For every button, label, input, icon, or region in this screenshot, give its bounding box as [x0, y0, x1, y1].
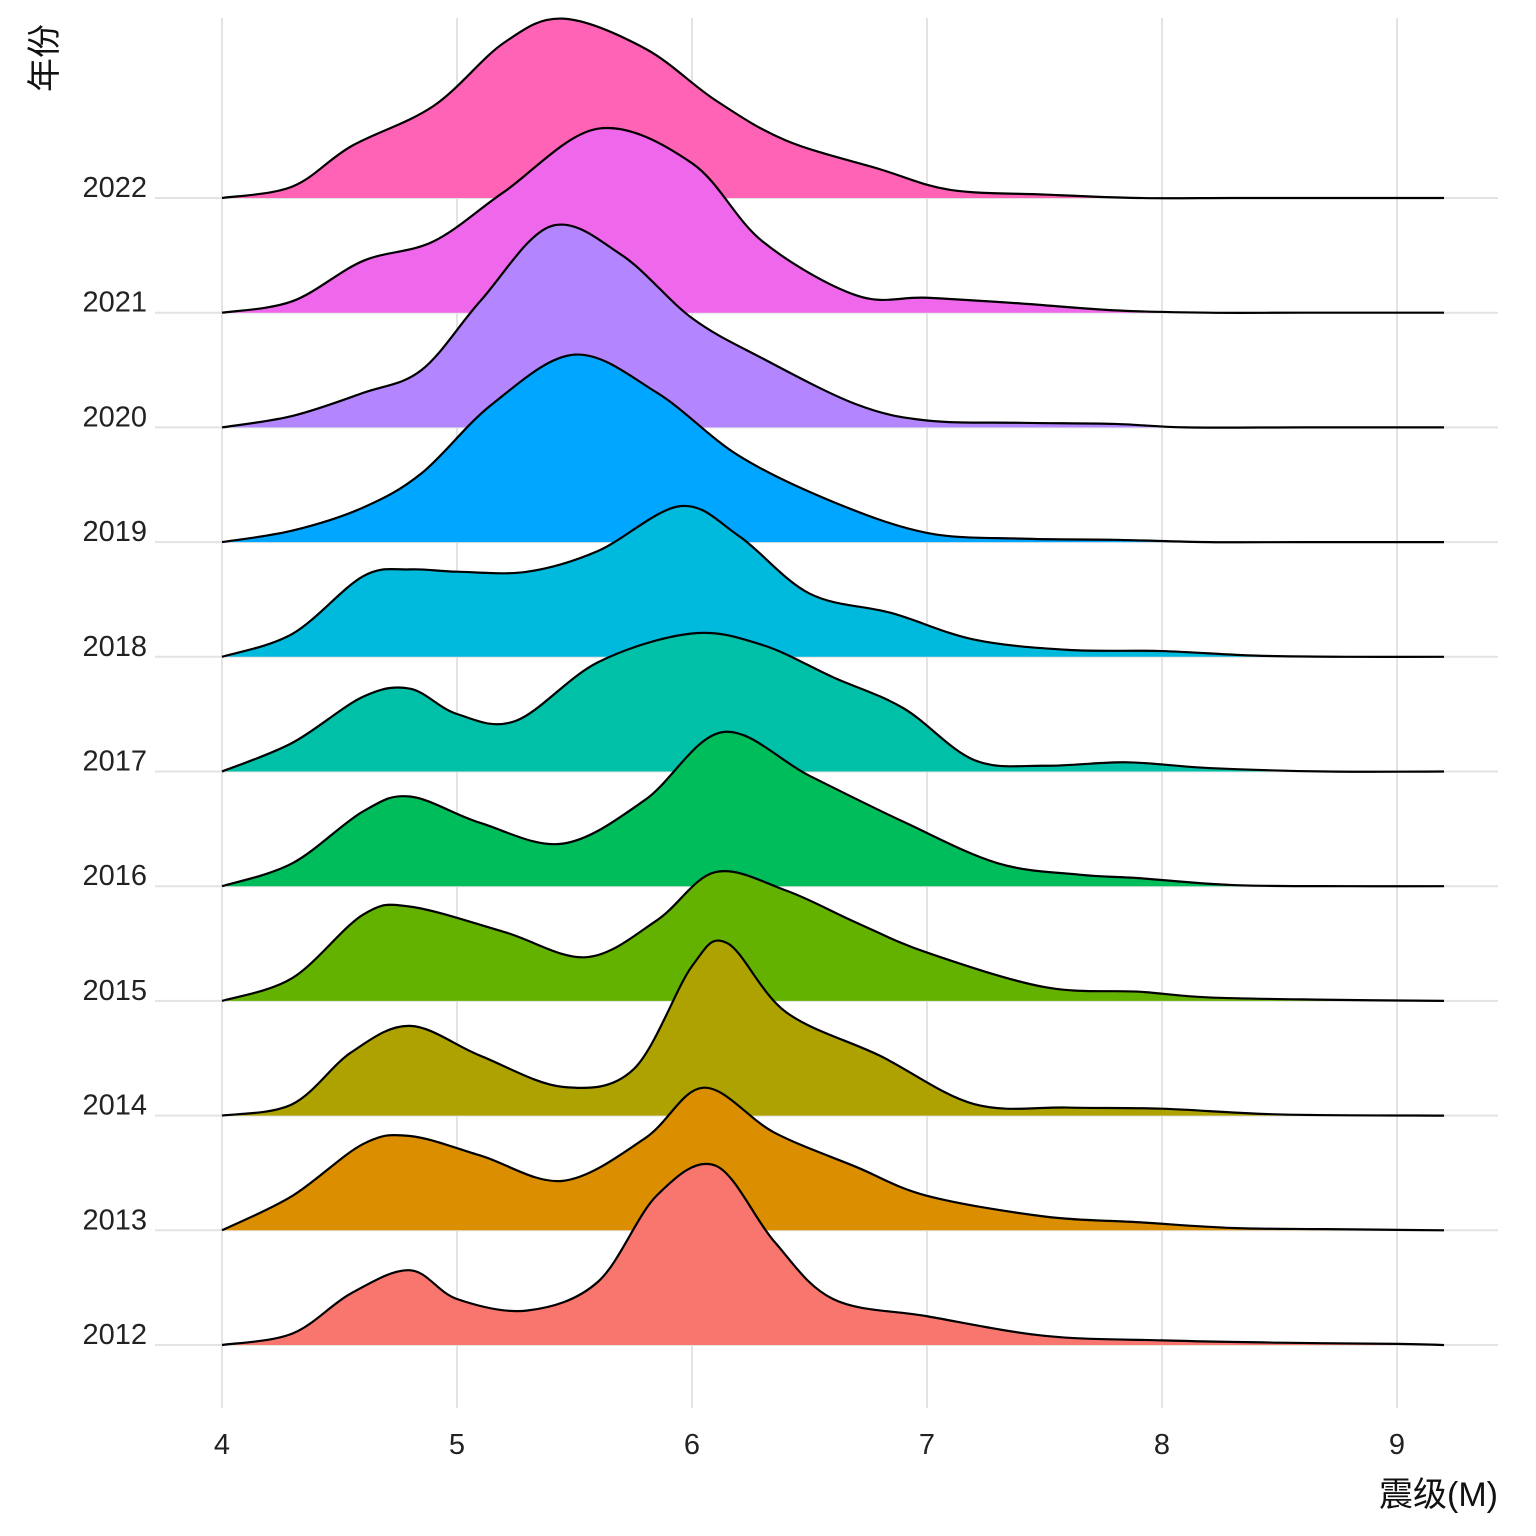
ridge-2014: [221, 939, 1445, 1117]
ridge-outline-2014: [221, 939, 1445, 1117]
x-tick-label-5: 5: [449, 1429, 465, 1461]
y-tick-label-2018: 2018: [82, 631, 147, 663]
y-tick-label-2017: 2017: [82, 746, 147, 778]
y-tick-label-2021: 2021: [82, 287, 147, 319]
ridge-2018: [221, 504, 1445, 658]
y-tick-label-2015: 2015: [82, 975, 147, 1007]
ridge-outline-2020: [221, 223, 1444, 429]
ridge-area-2014: [222, 940, 1444, 1116]
ridge-area-2015: [222, 871, 1444, 1001]
x-tick-label-7: 7: [919, 1429, 935, 1461]
ridge-outline-2018: [221, 504, 1445, 658]
ridge-area-2017: [222, 632, 1444, 772]
ridge-area-2018: [222, 505, 1444, 657]
y-tick-label-2022: 2022: [82, 172, 147, 204]
ridge-series-group: [221, 17, 1445, 1347]
ridge-outline-2022: [221, 17, 1444, 200]
ridge-2015: [221, 870, 1445, 1002]
ridge-area-2012: [222, 1163, 1444, 1345]
ridge-2012: [221, 1162, 1445, 1347]
ridge-outline-2015: [221, 870, 1445, 1002]
x-axis-title: 震级(M): [1379, 1476, 1498, 1514]
ridge-2022: [221, 17, 1444, 200]
y-tick-label-2014: 2014: [82, 1090, 147, 1122]
y-axis-title: 年份: [26, 24, 64, 92]
ridge-outline-2016: [221, 730, 1445, 888]
ridge-outline-2013: [221, 1086, 1445, 1232]
x-tick-label-8: 8: [1154, 1429, 1170, 1461]
x-tick-label-9: 9: [1389, 1429, 1405, 1461]
ridge-2017: [221, 631, 1445, 773]
ridge-outline-2017: [221, 631, 1445, 773]
x-tick-labels: 4 5 6 7 8 9: [214, 1429, 1405, 1461]
y-tick-label-2012: 2012: [82, 1319, 147, 1351]
ridge-area-2013: [222, 1087, 1444, 1231]
ridge-2016: [221, 730, 1445, 888]
x-tick-label-4: 4: [214, 1429, 230, 1461]
ridge-2019: [221, 353, 1444, 544]
ridge-area-2019: [222, 354, 1444, 543]
y-tick-labels: 2012 2013 2014 2015 2016 2017 2018 2019 2020 2021…: [82, 172, 147, 1351]
y-tick-label-2019: 2019: [82, 516, 147, 548]
x-tick-label-6: 6: [684, 1429, 700, 1461]
ridge-outline-2021: [221, 126, 1444, 314]
ridge-outline-2019: [221, 353, 1444, 544]
ridge-area-2022: [222, 18, 1444, 199]
ridge-outline-2012: [221, 1162, 1445, 1347]
y-tick-label-2013: 2013: [82, 1204, 147, 1236]
y-tick-label-2016: 2016: [82, 860, 147, 892]
y-tick-label-2020: 2020: [82, 401, 147, 433]
ridge-area-2016: [222, 731, 1444, 887]
ridge-2013: [221, 1086, 1445, 1232]
